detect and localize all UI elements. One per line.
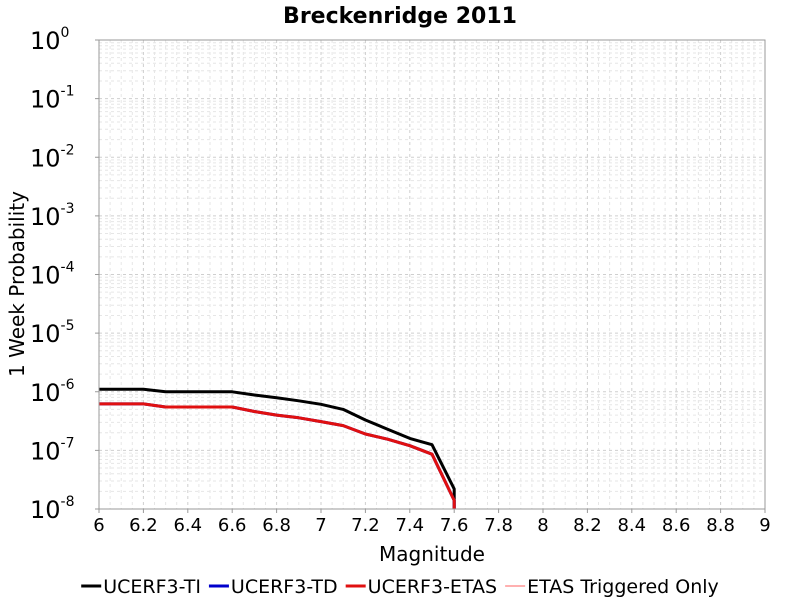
x-tick-label: 7.8 bbox=[484, 515, 513, 536]
legend-label: UCERF3-TD bbox=[231, 576, 338, 598]
x-tick-label: 6.6 bbox=[218, 515, 247, 536]
y-tick-label: 10-3 bbox=[30, 201, 75, 231]
y-axis-label: 1 Week Probability bbox=[5, 191, 29, 377]
y-tick-label: 10-7 bbox=[30, 435, 75, 465]
x-tick-label: 8 bbox=[537, 515, 548, 536]
x-tick-label: 7.2 bbox=[351, 515, 380, 536]
x-tick-label: 8.2 bbox=[573, 515, 602, 536]
x-tick-label: 6.8 bbox=[262, 515, 291, 536]
x-axis-ticks: 6 6.2 6.4 6.6 6.8 7 7.2 7.4 7.6 7.8 8 8.2 8.4 8.6 8.8 9 bbox=[93, 509, 771, 536]
y-tick-label: 10-8 bbox=[30, 494, 75, 524]
major-gridlines bbox=[98, 40, 766, 510]
legend-label: ETAS Triggered Only bbox=[527, 576, 719, 598]
x-tick-label: 7.6 bbox=[440, 515, 469, 536]
y-tick-exponent: -1 bbox=[61, 84, 75, 100]
y-tick-base: 10 bbox=[30, 144, 61, 172]
chart-title: Breckenridge 2011 bbox=[283, 4, 517, 29]
legend: UCERF3-TI UCERF3-TD UCERF3-ETAS ETAS Trigge… bbox=[81, 576, 719, 598]
y-tick-base: 10 bbox=[30, 262, 61, 290]
y-tick-label: 100 bbox=[30, 25, 69, 55]
y-tick-exponent: -2 bbox=[61, 142, 75, 158]
y-tick-base: 10 bbox=[30, 27, 61, 55]
x-tick-label: 8.4 bbox=[617, 515, 646, 536]
x-tick-label: 7.4 bbox=[395, 515, 424, 536]
y-tick-base: 10 bbox=[30, 437, 61, 465]
y-tick-label: 10-4 bbox=[30, 260, 75, 290]
x-tick-label: 8.8 bbox=[706, 515, 735, 536]
y-tick-label: 10-1 bbox=[30, 84, 75, 114]
y-tick-exponent: -8 bbox=[61, 494, 75, 510]
y-tick-exponent: -4 bbox=[61, 260, 75, 276]
y-tick-base: 10 bbox=[30, 379, 61, 407]
y-tick-base: 10 bbox=[30, 320, 61, 348]
plot-area bbox=[98, 39, 766, 510]
x-tick-label: 6.4 bbox=[173, 515, 202, 536]
y-tick-exponent: -6 bbox=[61, 377, 75, 393]
legend-label: UCERF3-ETAS bbox=[368, 576, 497, 598]
x-tick-label: 6 bbox=[93, 515, 104, 536]
series-layer bbox=[99, 387, 456, 509]
x-axis-label: Magnitude bbox=[379, 542, 485, 566]
y-tick-label: 10-5 bbox=[30, 318, 75, 348]
y-tick-base: 10 bbox=[30, 203, 61, 231]
x-tick-label: 8.6 bbox=[662, 515, 691, 536]
y-tick-exponent: -3 bbox=[61, 201, 75, 217]
y-tick-exponent: -7 bbox=[61, 435, 75, 451]
x-tick-label: 7 bbox=[315, 515, 326, 536]
y-tick-base: 10 bbox=[30, 86, 61, 114]
series-line-ucerf3-etas bbox=[99, 402, 456, 509]
y-tick-exponent: 0 bbox=[61, 25, 70, 41]
y-tick-base: 10 bbox=[30, 496, 61, 524]
x-tick-label: 9 bbox=[759, 515, 770, 536]
series-line-ucerf3-ti bbox=[99, 387, 456, 509]
legend-label: UCERF3-TI bbox=[103, 576, 201, 598]
y-tick-exponent: -5 bbox=[61, 318, 75, 334]
x-tick-label: 6.2 bbox=[129, 515, 158, 536]
y-tick-label: 10-2 bbox=[30, 142, 75, 172]
y-tick-label: 10-6 bbox=[30, 377, 75, 407]
